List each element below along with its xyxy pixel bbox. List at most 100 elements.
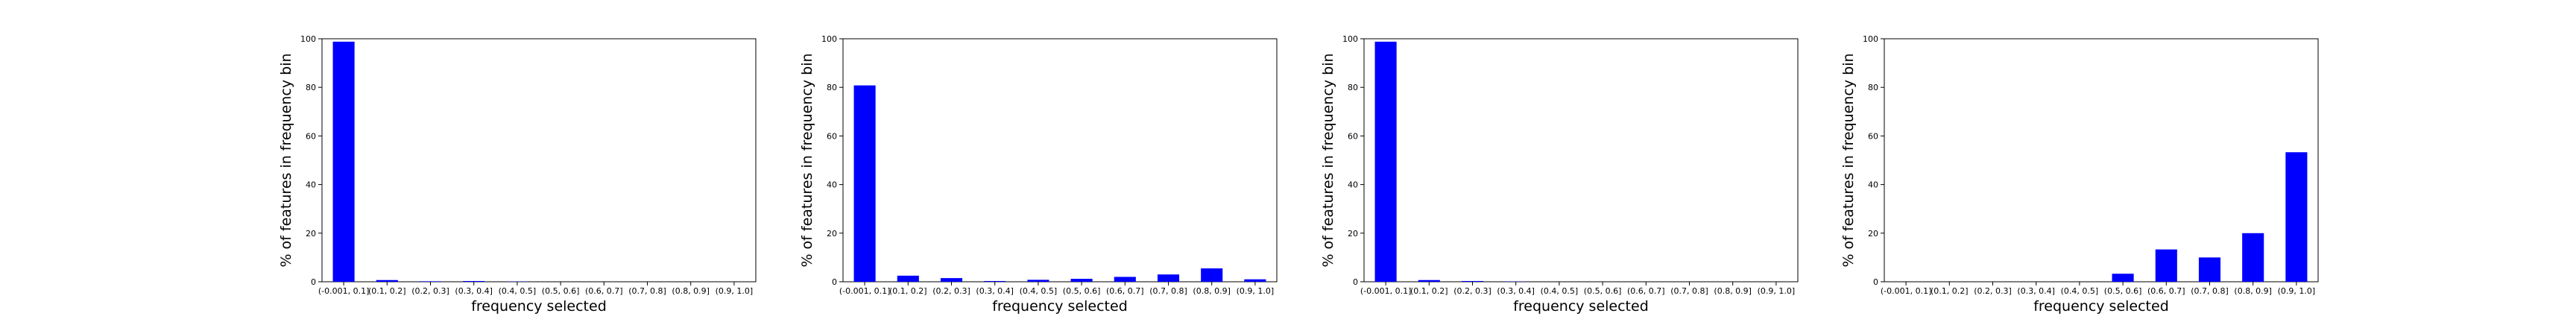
y-tick-label: 20 [1348,229,1358,239]
chart-panel-4: 0 20 40 60 80 100 (-0.001, 0.1](0.1, 0.2] (0.2,… [1840,34,2319,315]
bar [2198,257,2221,282]
y-tick-label: 80 [306,83,316,92]
x-tick-label: (0.4, 0.5] [1020,286,1058,296]
x-tick-label: (-0.001, 0.1] [1360,286,1412,296]
y-tick-label: 100 [1863,34,1878,44]
y-tick-label: 60 [827,131,837,141]
bar [376,280,398,282]
chart-panel-3: 0 20 40 60 80 100 (-0.001, 0.1](0.1, 0.2] (0.2,… [1320,34,1799,315]
x-tick-label: (0.8, 0.9] [1193,286,1231,296]
x-tick-label: (0.8, 0.9] [672,286,710,296]
x-tick-label: (0.5, 0.6] [1063,286,1101,296]
x-tick-label: (0.1, 0.2] [1410,286,1448,296]
x-tick-label: (0.7, 0.8] [1149,286,1187,296]
bar [1070,279,1093,282]
y-tick-label: 40 [306,180,316,190]
bar [940,278,963,282]
y-tick-label: 80 [1348,83,1358,92]
x-tick-label: (0.9, 1.0] [1758,286,1796,296]
bar [1244,279,1266,282]
x-tick-label: (0.4, 0.5] [1541,286,1579,296]
x-tick-label: (-0.001, 0.1] [318,286,370,296]
plot-frame [842,38,1278,282]
x-tick-label: (0.3, 0.4] [455,286,493,296]
y-tick-label: 40 [1868,180,1878,190]
x-tick-label: (0.3, 0.4] [1497,286,1535,296]
y-axis-label: % of features in frequency bin [799,53,815,267]
bar [1114,277,1136,282]
bar [2242,233,2264,282]
x-tick-label: (0.1, 0.2] [1931,286,1969,296]
y-tick-label: 100 [821,34,837,44]
x-tick-label: (0.6, 0.7] [1627,286,1665,296]
bar [984,281,1006,282]
y-tick-label: 0 [1873,277,1878,287]
y-tick-label: 60 [1348,131,1358,141]
bar [463,281,485,282]
x-axis-label: frequency selected [471,298,607,315]
chart-panel-2: 0 20 40 60 80 100 (-0.001, 0.1](0.1, 0.2] (0.2,… [799,34,1278,315]
y-tick-label: 20 [827,229,837,239]
y-tick-label: 20 [1868,229,1878,239]
y-tick-label: 40 [827,180,837,190]
x-axis-label: frequency selected [2033,298,2169,315]
y-tick-label: 100 [1342,34,1358,44]
bar [2112,274,2134,282]
x-tick-label: (0.1, 0.2] [889,286,927,296]
x-tick-label: (0.7, 0.8] [628,286,666,296]
bar [2285,152,2308,282]
x-tick-label: (0.2, 0.3] [932,286,970,296]
x-axis-label: frequency selected [992,298,1128,315]
bar [1374,41,1397,282]
x-tick-label: (0.2, 0.3] [1453,286,1491,296]
x-tick-label: (0.5, 0.6] [1584,286,1622,296]
x-tick-label: (-0.001, 0.1] [839,286,891,296]
x-axis-label: frequency selected [1513,298,1649,315]
bar [1201,268,1223,282]
x-tick-label: (0.8, 0.9] [1714,286,1752,296]
bar [1027,280,1049,282]
x-tick-label: (0.8, 0.9] [2234,286,2272,296]
y-tick-label: 100 [300,34,316,44]
x-tick-label: (0.2, 0.3] [411,286,449,296]
y-tick-label: 0 [832,277,837,287]
y-tick-label: 60 [306,131,316,141]
y-tick-label: 0 [311,277,316,287]
x-tick-label: (0.9, 1.0] [716,286,754,296]
y-tick-label: 80 [1868,83,1878,92]
y-axis-label: % of features in frequency bin [278,53,294,267]
bar [332,41,355,282]
bar [897,275,919,282]
y-tick-label: 80 [827,83,837,92]
x-tick-label: (0.1, 0.2] [368,286,406,296]
x-tick-label: (-0.001, 0.1] [1881,286,1932,296]
x-tick-label: (0.5, 0.6] [2104,286,2142,296]
x-tick-label: (0.7, 0.8] [2191,286,2229,296]
y-tick-label: 40 [1348,180,1358,190]
y-axis-label: % of features in frequency bin [1840,53,1857,267]
y-axis-label: % of features in frequency bin [1320,53,1336,267]
x-tick-label: (0.9, 1.0] [1237,286,1275,296]
bar [853,85,876,282]
x-tick-label: (0.6, 0.7] [585,286,623,296]
y-tick-label: 0 [1353,277,1358,287]
bar [1157,274,1180,282]
plot-frame [1363,38,1799,282]
bar [1461,281,1484,282]
x-tick-label: (0.3, 0.4] [2017,286,2055,296]
bar [419,281,442,282]
x-tick-label: (0.5, 0.6] [542,286,580,296]
x-tick-label: (0.4, 0.5] [499,286,537,296]
y-tick-label: 60 [1868,131,1878,141]
plot-frame [1884,38,2319,282]
x-tick-label: (0.6, 0.7] [1106,286,1144,296]
chart-panel-1: 0 20 40 60 80 100 (-0.001, 0.1](0.1, 0.2] (0.2,… [278,34,757,315]
x-tick-label: (0.4, 0.5] [2061,286,2099,296]
bar [1418,280,1440,282]
x-tick-label: (0.9, 1.0] [2278,286,2316,296]
x-tick-label: (0.3, 0.4] [976,286,1014,296]
x-tick-label: (0.2, 0.3] [1974,286,2012,296]
x-tick-label: (0.6, 0.7] [2147,286,2185,296]
